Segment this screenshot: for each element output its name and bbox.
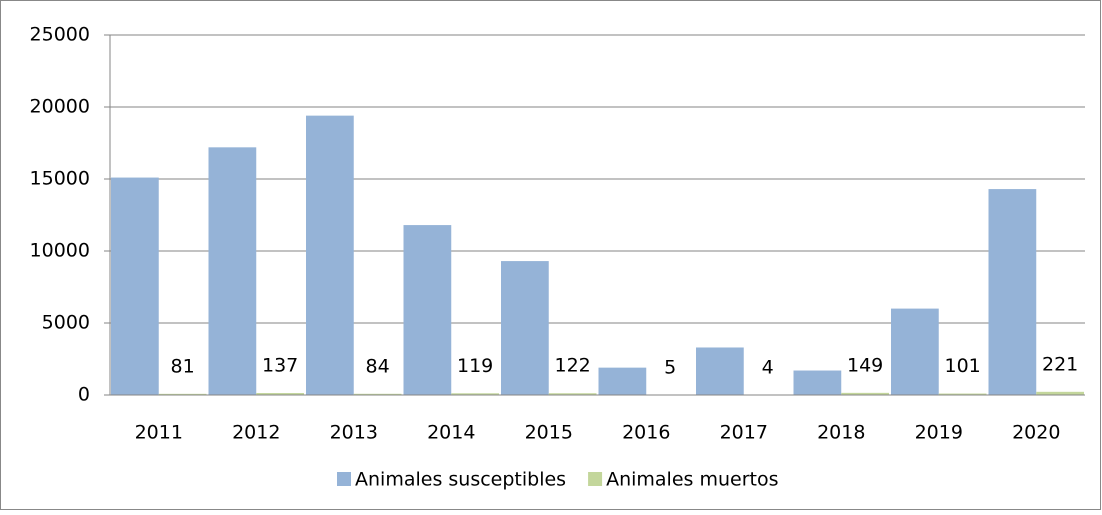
y-tick-label: 15000 xyxy=(30,168,90,190)
data-label: 119 xyxy=(457,355,493,377)
bar xyxy=(891,309,939,395)
y-tick-label: 5000 xyxy=(42,312,90,334)
bar xyxy=(794,371,842,395)
bar xyxy=(306,116,354,395)
x-tick-label: 2011 xyxy=(135,422,183,444)
bar xyxy=(599,368,647,395)
y-tick-label: 20000 xyxy=(30,96,90,118)
bar xyxy=(209,147,257,395)
data-label: 81 xyxy=(171,355,195,377)
bar xyxy=(501,261,549,395)
bar xyxy=(111,178,159,395)
x-tick-label: 2014 xyxy=(427,422,475,444)
data-label: 5 xyxy=(664,356,676,378)
x-tick-label: 2013 xyxy=(330,422,378,444)
y-tick-label: 10000 xyxy=(30,240,90,262)
data-label: 101 xyxy=(944,355,980,377)
bar xyxy=(696,347,744,395)
legend-swatch xyxy=(337,472,351,486)
x-tick-label: 2017 xyxy=(720,422,768,444)
x-tick-label: 2019 xyxy=(915,422,963,444)
legend-label: Animales susceptibles xyxy=(355,469,566,491)
x-tick-label: 2018 xyxy=(817,422,865,444)
bar xyxy=(404,225,452,395)
x-tick-label: 2012 xyxy=(232,422,280,444)
data-label: 84 xyxy=(366,355,390,377)
data-label: 137 xyxy=(262,355,298,377)
y-tick-label: 25000 xyxy=(30,24,90,46)
x-tick-label: 2015 xyxy=(525,422,573,444)
y-tick-label: 0 xyxy=(78,384,90,406)
x-tick-label: 2016 xyxy=(622,422,670,444)
bar xyxy=(989,189,1037,395)
data-label: 149 xyxy=(847,354,883,376)
data-label: 122 xyxy=(554,355,590,377)
data-label: 221 xyxy=(1042,353,1078,375)
legend-label: Animales muertos xyxy=(606,469,778,491)
x-tick-label: 2020 xyxy=(1012,422,1060,444)
legend-swatch xyxy=(588,472,602,486)
data-label: 4 xyxy=(762,356,774,378)
